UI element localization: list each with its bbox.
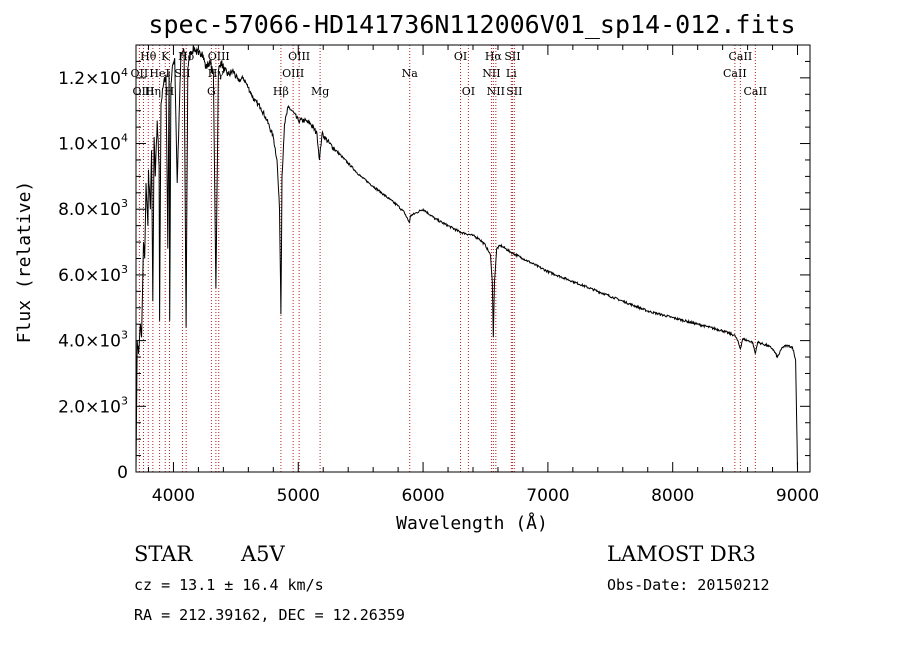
y-tick-label: 0 xyxy=(117,463,128,483)
spectral-line-label: Hθ xyxy=(140,50,157,63)
spectral-line-label: Li xyxy=(506,67,517,80)
chart-title: spec-57066-HD141736N112006V01_sp14-012.f… xyxy=(148,10,795,39)
spectral-line-label: Hη xyxy=(145,85,161,98)
spectral-line-label: G xyxy=(207,85,216,98)
spectral-line-label: Hβ xyxy=(273,85,289,98)
survey-name: LAMOST DR3 xyxy=(607,542,756,566)
spectral-line-label: SII xyxy=(504,50,520,63)
spectral-line-label: NII xyxy=(487,85,505,98)
spectral-subclass: A5V xyxy=(240,542,286,566)
x-tick-label: 8000 xyxy=(651,486,694,506)
spectral-line-label: K xyxy=(161,50,170,63)
y-tick-label: 8.0×103 xyxy=(58,197,128,220)
spectral-line-label: SII xyxy=(506,85,522,98)
object-type: STAR xyxy=(134,542,193,566)
spectral-line-label: HeI xyxy=(149,67,169,80)
y-tick-label: 1.2×104 xyxy=(58,66,128,89)
spectral-line-label: OIII xyxy=(288,50,310,63)
y-tick-label: 4.0×103 xyxy=(58,329,128,352)
spectral-line-label: CaII xyxy=(743,85,767,98)
spectral-line-markers xyxy=(138,45,756,472)
plot-frame xyxy=(135,44,811,473)
spectral-line-label: Hα xyxy=(485,50,503,63)
spectrum-line xyxy=(135,45,798,473)
spectral-line-label: OIII xyxy=(208,50,230,63)
sky-coordinates: RA = 212.39162, DEC = 12.26359 xyxy=(134,606,405,624)
x-axis-ticks: 4000 5000 6000 7000 8000 9000 xyxy=(147,45,819,506)
observation-date: Obs-Date: 20150212 xyxy=(607,576,770,594)
spectral-line-label: Mg xyxy=(311,85,329,98)
y-tick-label: 1.0×104 xyxy=(58,132,128,155)
spectral-line-label: OI xyxy=(454,50,467,63)
y-axis-ticks: 0 2.0×103 4.0×103 6.0×103 8.0×103 1.0×104 1.2×… xyxy=(58,44,810,483)
spectral-line-label: OII xyxy=(131,67,149,80)
spectral-line-labels: HθOIIOIIIHηHeIKHHδSIIGOIIIHγHβOIIIOIIIMg… xyxy=(131,50,768,98)
x-tick-label: 4000 xyxy=(152,486,195,506)
spectral-line-label: NII xyxy=(482,67,500,80)
spectral-line-label: SII xyxy=(174,67,190,80)
x-tick-label: 5000 xyxy=(277,486,320,506)
y-axis-label: Flux (relative) xyxy=(14,181,35,344)
redshift-velocity: cz = 13.1 ± 16.4 km/s xyxy=(134,576,324,594)
spectral-line-label: CaII xyxy=(729,50,753,63)
x-tick-label: 7000 xyxy=(526,486,569,506)
spectral-line-label: OIII xyxy=(282,67,304,80)
x-tick-label: 6000 xyxy=(401,486,444,506)
spectral-line-label: Hγ xyxy=(208,67,225,80)
y-tick-label: 2.0×103 xyxy=(58,394,128,417)
y-tick-label: 6.0×103 xyxy=(58,263,128,286)
x-tick-label: 9000 xyxy=(776,486,819,506)
x-axis-label: Wavelength (Å) xyxy=(396,512,548,534)
spectral-line-label: CaII xyxy=(723,67,747,80)
spectral-line-label: Na xyxy=(402,67,419,80)
spectral-line-label: OI xyxy=(462,85,475,98)
